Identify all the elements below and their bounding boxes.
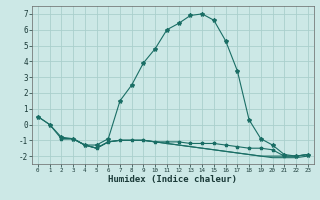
X-axis label: Humidex (Indice chaleur): Humidex (Indice chaleur) [108,175,237,184]
